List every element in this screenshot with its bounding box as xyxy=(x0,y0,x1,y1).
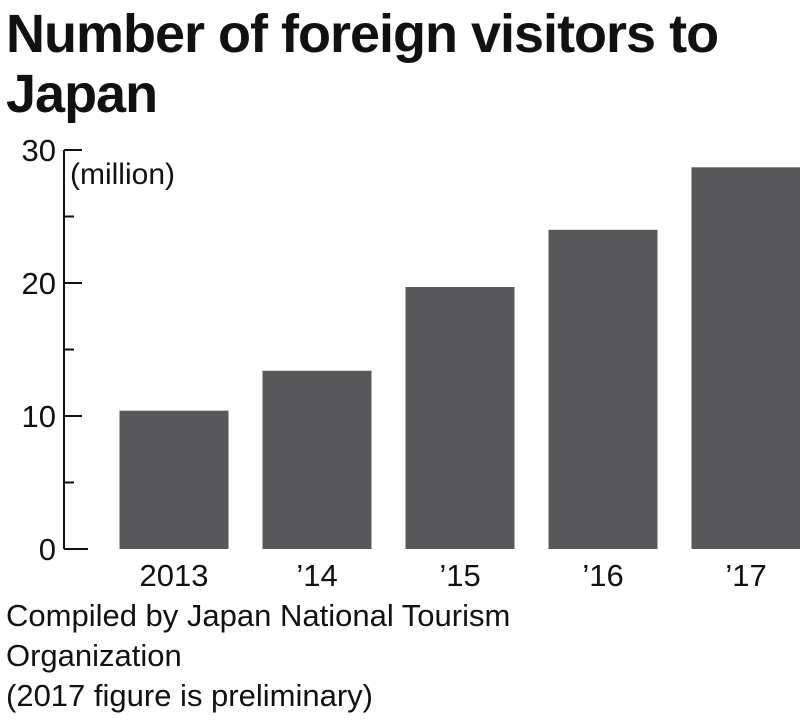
y-tick-label: 0 xyxy=(39,532,56,567)
source-line: Organization xyxy=(6,638,182,673)
x-axis-labels: 2013 ’14 ’15 ’16 ’17 xyxy=(140,558,767,593)
x-tick-label: ’15 xyxy=(439,558,480,593)
bars xyxy=(119,167,800,550)
unit-label: (million) xyxy=(70,158,175,191)
bar xyxy=(119,410,229,549)
bar xyxy=(262,370,372,549)
x-tick-label: ’14 xyxy=(296,558,337,593)
bar xyxy=(405,286,515,549)
source-line: (2017 figure is preliminary) xyxy=(6,678,373,713)
y-tick-label: 20 xyxy=(22,266,56,301)
x-tick-label: 2013 xyxy=(140,558,209,593)
bar-chart: 0 10 20 30 2013 ’14 ’15 ’16 ’17 (million) xyxy=(22,133,800,593)
x-tick-label: ’17 xyxy=(725,558,766,593)
x-tick-label: ’16 xyxy=(582,558,623,593)
bar xyxy=(691,167,800,550)
y-axis: 0 10 20 30 xyxy=(22,133,88,567)
chart-title: Number of foreign visitors to Japan xyxy=(6,4,719,124)
source-line: Compiled by Japan National Tourism xyxy=(6,598,511,633)
source-note: Compiled by Japan National Tourism Organ… xyxy=(6,596,786,716)
y-tick-label: 30 xyxy=(22,133,56,168)
bar xyxy=(548,229,658,550)
y-tick-label: 10 xyxy=(22,399,56,434)
